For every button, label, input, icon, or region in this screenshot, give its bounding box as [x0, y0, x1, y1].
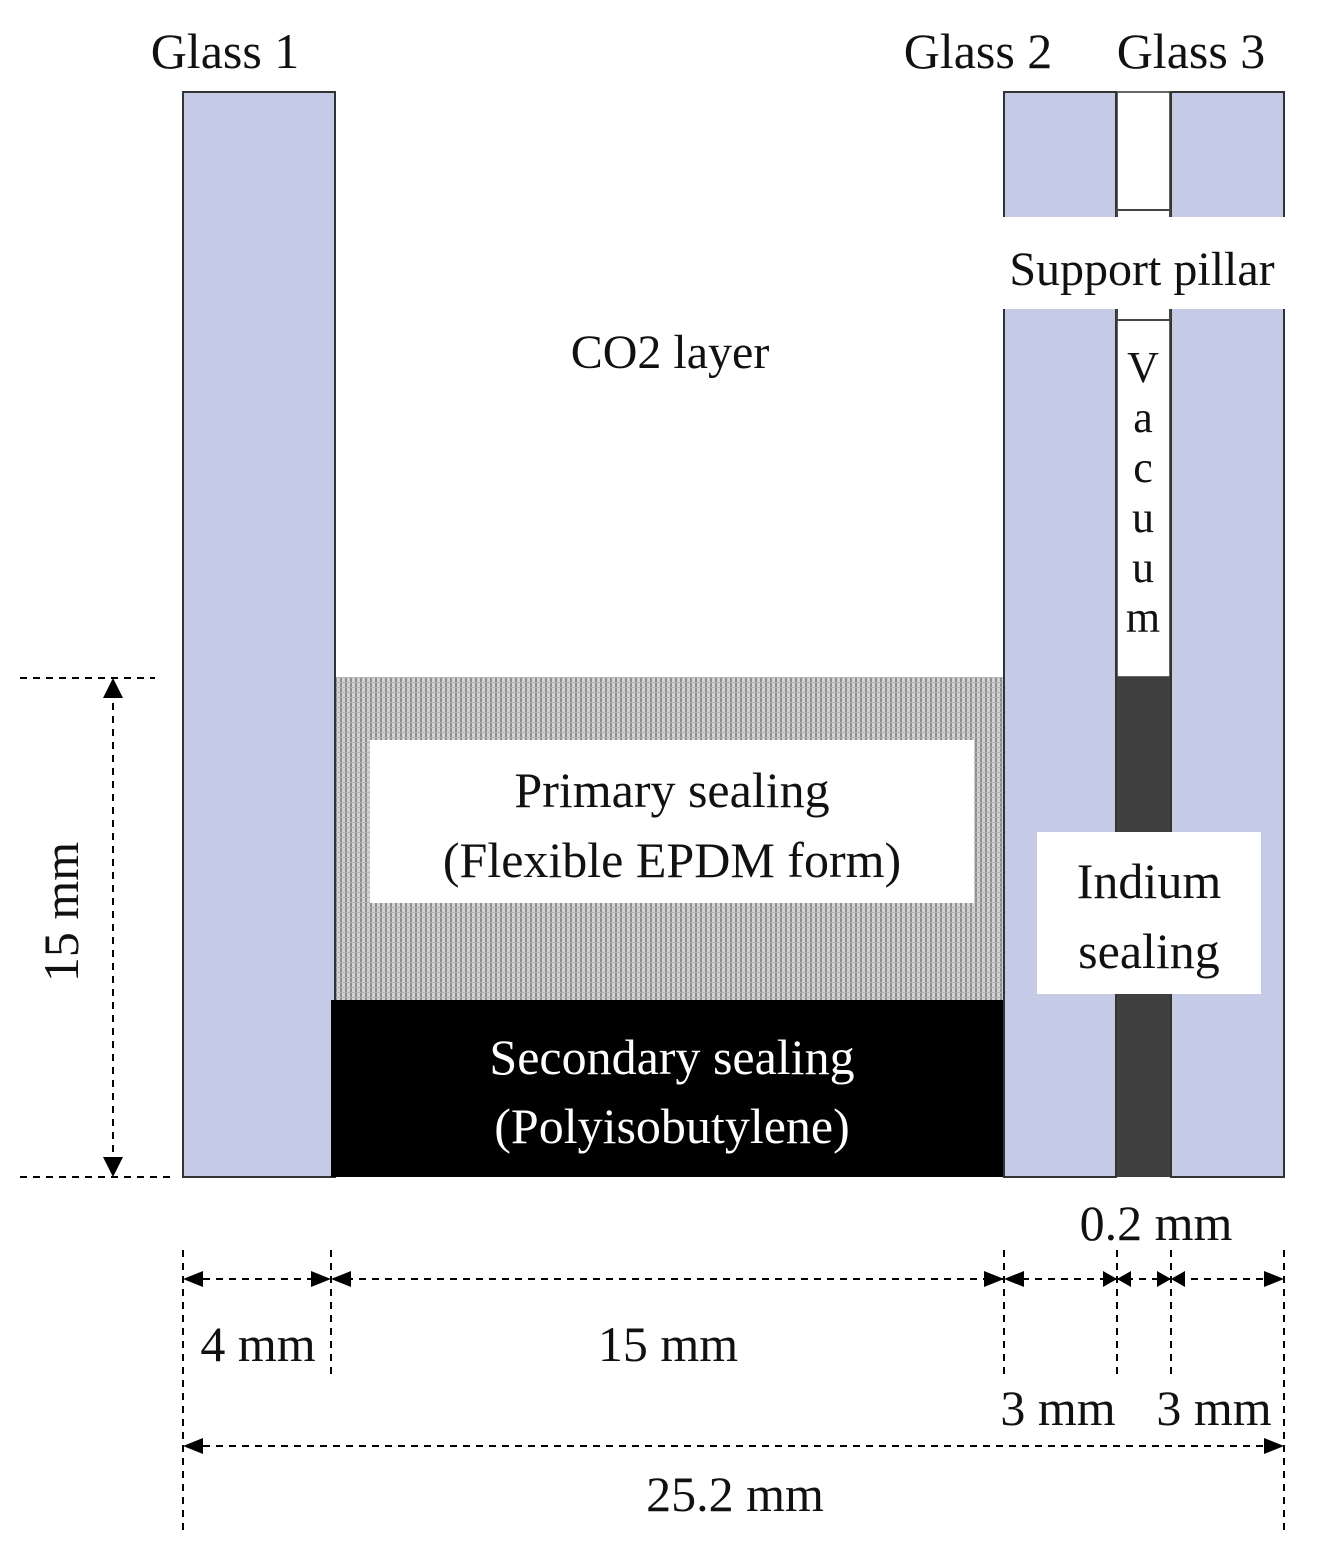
primary-sealing-material: (Flexible EPDM form) [443, 832, 901, 888]
width-dimensions: 0.2 mm 4 mm 15 mm 3 mm 3 mm 25.2 mm [182, 1195, 1285, 1535]
vacuum-letter: u [1132, 493, 1154, 542]
glass-2-label: Glass 2 [904, 23, 1053, 79]
vacuum-label: V a c u u m [1126, 343, 1160, 642]
height-dimension: 15 mm [20, 677, 175, 1178]
secondary-sealing [331, 1000, 1003, 1177]
gap-thickness-label: 0.2 mm [1080, 1195, 1233, 1251]
co2-layer-label: CO2 layer [571, 326, 770, 379]
glass-1-thickness-label: 4 mm [200, 1316, 315, 1372]
glass-1-pane [182, 91, 336, 1178]
total-width-label: 25.2 mm [646, 1466, 824, 1522]
vacuum-letter: u [1132, 543, 1154, 592]
secondary-sealing-label: Secondary sealing [489, 1029, 854, 1085]
height-dimension-label: 15 mm [33, 842, 89, 982]
support-pillar-label: Support pillar [1009, 243, 1274, 296]
vacuum-letter: m [1126, 593, 1160, 642]
glass-1-label: Glass 1 [151, 23, 300, 79]
glass-2-thickness-label: 3 mm [1000, 1380, 1115, 1436]
vacuum-letter: a [1133, 393, 1153, 442]
indium-label-box [1037, 832, 1261, 994]
glass-3-label: Glass 3 [1117, 23, 1266, 79]
indium-sealing-label-line2: sealing [1078, 923, 1220, 979]
vacuum-letter: V [1127, 343, 1159, 392]
primary-sealing-label-box [370, 740, 974, 903]
cavity-width-label: 15 mm [598, 1316, 738, 1372]
primary-sealing-label: Primary sealing [514, 762, 829, 818]
indium-sealing-label-line1: Indium [1077, 853, 1222, 909]
vacuum-gap [1116, 91, 1171, 678]
glass-3-thickness-label: 3 mm [1156, 1380, 1271, 1436]
support-pillar-label-box [975, 217, 1307, 309]
secondary-sealing-material: (Polyisobutylene) [494, 1098, 850, 1154]
vacuum-letter: c [1133, 443, 1153, 492]
